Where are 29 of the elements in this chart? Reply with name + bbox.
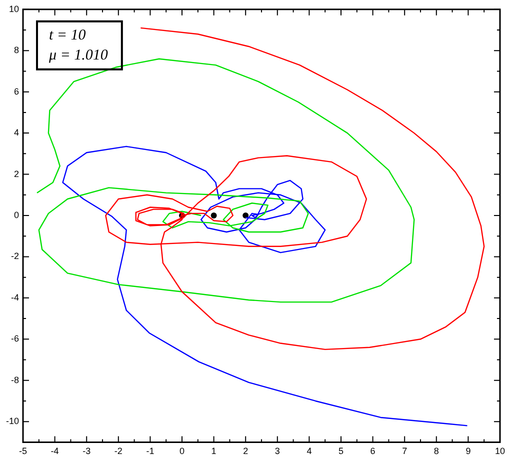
x-tick-label: -3 (82, 446, 91, 456)
y-tick-label: -4 (10, 292, 20, 302)
y-tick-label: 0 (14, 210, 20, 220)
x-tick-label: 2 (243, 446, 248, 456)
y-tick-label: 6 (14, 86, 20, 96)
y-tick-label: -6 (10, 334, 20, 344)
y-tick-label: 10 (8, 4, 20, 14)
y-tick-label: 4 (14, 128, 20, 138)
x-tick-label: 10 (494, 446, 505, 456)
x-tick-label: 8 (434, 446, 439, 456)
y-tick-label: 8 (14, 45, 20, 56)
annotation: μ = 1.010 (48, 47, 108, 64)
x-tick-label: 1 (211, 446, 216, 456)
x-tick-label: 0 (179, 446, 185, 456)
x-tick-label: 9 (466, 446, 471, 456)
x-tick-label: -5 (19, 446, 28, 456)
x-tick-label: -2 (114, 446, 122, 456)
x-tick-label: 7 (402, 446, 408, 456)
x-tick-label: 4 (306, 446, 312, 456)
x-tick-label: 3 (274, 446, 280, 456)
x-tick-label: -4 (50, 446, 59, 456)
y-tick-label: 2 (14, 168, 20, 179)
x-tick-label: 5 (338, 446, 344, 456)
annotation: t = 10 (49, 27, 86, 44)
y-tick-label: -2 (10, 251, 20, 262)
x-tick-label: 6 (370, 446, 376, 456)
y-tick-label: -8 (10, 374, 20, 385)
x-tick-label: -1 (146, 446, 154, 456)
y-tick-label: -10 (6, 416, 20, 426)
